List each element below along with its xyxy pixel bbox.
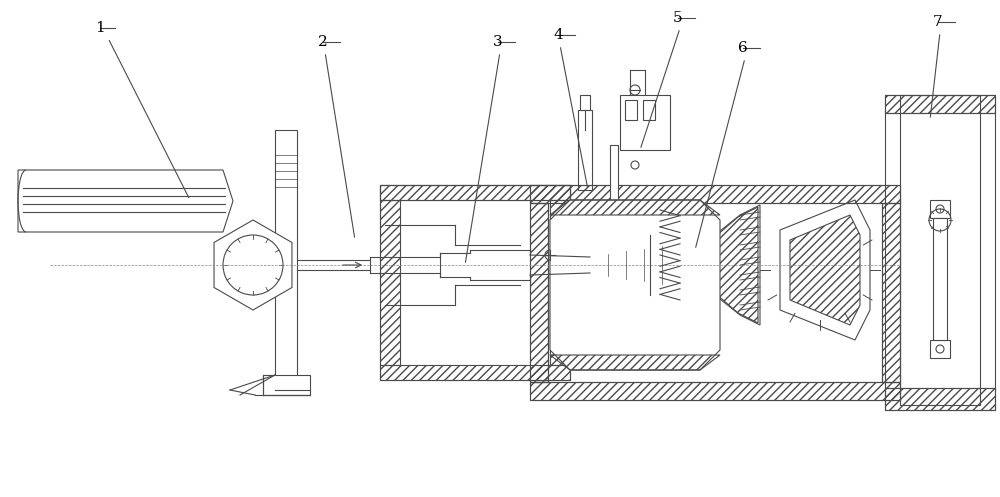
Bar (885, 388, 995, 410)
Bar (530, 203, 548, 382)
Text: 2: 2 (318, 35, 328, 49)
Polygon shape (214, 220, 292, 310)
Bar (625, 100, 637, 120)
Text: 7: 7 (933, 15, 943, 29)
Polygon shape (780, 200, 870, 340)
Polygon shape (550, 200, 720, 370)
Bar (530, 185, 900, 203)
Bar (580, 95, 590, 110)
Text: 6: 6 (738, 41, 748, 55)
Polygon shape (590, 235, 680, 295)
Bar (275, 130, 297, 390)
Bar (610, 145, 618, 245)
Bar (530, 382, 900, 400)
Polygon shape (263, 375, 310, 395)
Bar (900, 95, 980, 405)
Polygon shape (680, 205, 760, 325)
Polygon shape (590, 257, 630, 273)
Bar (380, 185, 570, 380)
Bar (882, 203, 900, 382)
Bar (933, 218, 947, 340)
Bar (885, 95, 995, 113)
Bar (643, 100, 655, 120)
Bar (930, 340, 950, 358)
Bar (380, 185, 570, 200)
Bar (620, 95, 670, 150)
Bar (930, 200, 950, 218)
Text: 4: 4 (553, 28, 563, 42)
Text: 1: 1 (95, 21, 105, 35)
Polygon shape (18, 170, 233, 232)
Text: 3: 3 (493, 35, 503, 49)
Bar (578, 110, 592, 190)
Text: 5: 5 (673, 11, 683, 25)
